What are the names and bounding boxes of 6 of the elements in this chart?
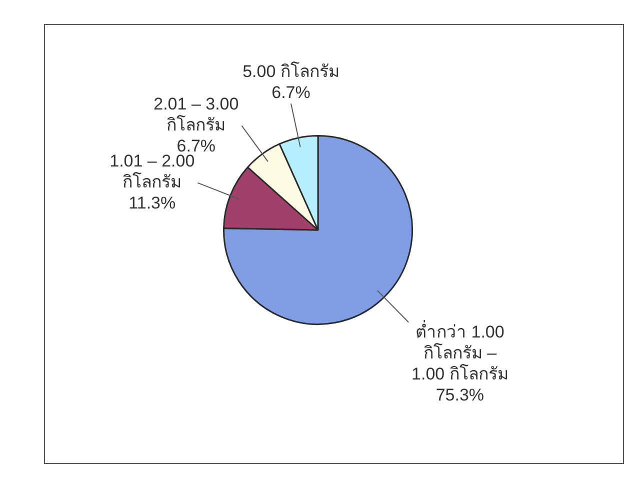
data-label: 11.3% [128,193,176,212]
data-label: 75.3% [436,385,484,404]
slice-label: ต่ำกว่า 1.00 กิโลกรัม – 1.00 กิโลกรัม [412,319,508,384]
slice-label: 2.01 – 3.00 กิโลกรัม [154,94,239,134]
slice-label: 5.00 กิโลกรัม [242,60,340,81]
data-label: 6.7% [272,82,310,102]
